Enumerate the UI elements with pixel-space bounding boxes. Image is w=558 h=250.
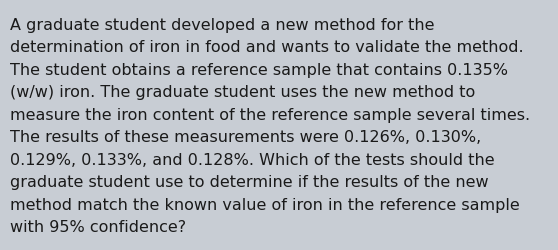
Text: with 95% confidence?: with 95% confidence? — [10, 220, 186, 234]
Text: A graduate student developed a new method for the: A graduate student developed a new metho… — [10, 18, 435, 33]
Text: The results of these measurements were 0.126%, 0.130%,: The results of these measurements were 0… — [10, 130, 481, 145]
Text: method match the known value of iron in the reference sample: method match the known value of iron in … — [10, 197, 519, 212]
Text: graduate student use to determine if the results of the new: graduate student use to determine if the… — [10, 175, 489, 190]
Text: determination of iron in food and wants to validate the method.: determination of iron in food and wants … — [10, 40, 523, 55]
Text: 0.129%, 0.133%, and 0.128%. Which of the tests should the: 0.129%, 0.133%, and 0.128%. Which of the… — [10, 152, 494, 167]
Text: (w/w) iron. The graduate student uses the new method to: (w/w) iron. The graduate student uses th… — [10, 85, 475, 100]
Text: The student obtains a reference sample that contains 0.135%: The student obtains a reference sample t… — [10, 63, 508, 78]
Text: measure the iron content of the reference sample several times.: measure the iron content of the referenc… — [10, 108, 530, 122]
